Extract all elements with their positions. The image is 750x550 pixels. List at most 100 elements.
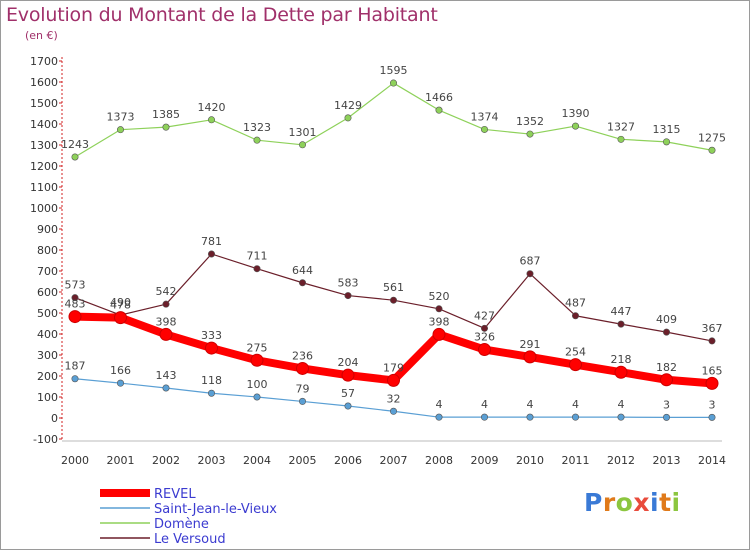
data-point (389, 296, 397, 304)
data-point (617, 413, 625, 421)
data-point (71, 153, 79, 161)
y-tick-label: 100 (37, 391, 58, 404)
data-label: 409 (656, 313, 677, 326)
data-point (526, 270, 534, 278)
data-point (344, 292, 352, 300)
data-label: 143 (156, 369, 177, 382)
data-point (298, 279, 306, 287)
data-label: 367 (702, 322, 723, 335)
data-point (708, 337, 716, 345)
data-point (526, 130, 534, 138)
data-point (432, 327, 446, 341)
data-label: 179 (383, 361, 404, 374)
data-point (162, 384, 170, 392)
x-tick-label: 2014 (698, 454, 726, 467)
data-label: 561 (383, 281, 404, 294)
y-tick-label: 0 (51, 412, 58, 425)
y-tick-label: 1400 (30, 118, 58, 131)
data-label: 4 (436, 398, 443, 411)
data-point (208, 389, 216, 397)
data-label: 1327 (607, 120, 635, 133)
data-label: 333 (201, 329, 222, 342)
data-label: 1301 (289, 126, 317, 139)
data-point (708, 146, 716, 154)
data-point (389, 79, 397, 87)
data-label: 398 (156, 315, 177, 328)
y-tick-label: -100 (33, 433, 58, 446)
y-tick-label: 1000 (30, 202, 58, 215)
data-label: 326 (474, 331, 495, 344)
data-label: 781 (201, 235, 222, 248)
y-tick-label: 200 (37, 370, 58, 383)
y-tick-label: 300 (37, 349, 58, 362)
data-point (571, 122, 579, 130)
data-point (660, 373, 673, 387)
data-label: 79 (296, 382, 310, 395)
data-point (478, 343, 491, 357)
data-label: 1385 (152, 108, 180, 121)
data-label: 542 (156, 285, 177, 298)
data-point (662, 413, 670, 421)
data-point (526, 413, 534, 421)
data-point (68, 310, 82, 324)
data-point (159, 327, 173, 341)
data-point (253, 136, 261, 144)
brand-logo: Proxiti (584, 488, 681, 517)
data-label: 32 (387, 392, 401, 405)
x-tick-label: 2004 (243, 454, 271, 467)
data-label: 1243 (61, 138, 89, 151)
y-tick-label: 500 (37, 307, 58, 320)
chart-title: Evolution du Montant de la Dette par Hab… (6, 4, 438, 26)
data-label: 187 (65, 360, 86, 373)
x-tick-label: 2013 (653, 454, 681, 467)
data-label: 236 (292, 349, 313, 362)
data-point (435, 413, 443, 421)
data-point (523, 350, 537, 364)
data-point (571, 312, 579, 320)
data-point (162, 300, 170, 308)
data-point (253, 265, 261, 273)
data-label: 57 (341, 387, 355, 400)
y-tick-label: 1700 (30, 55, 58, 68)
data-point (344, 114, 352, 122)
y-tick-label: 1300 (30, 139, 58, 152)
data-label: 118 (201, 374, 222, 387)
data-label: 291 (520, 338, 541, 351)
data-point (480, 125, 488, 133)
data-point (162, 123, 170, 131)
y-tick-label: 900 (37, 223, 58, 236)
data-point (705, 376, 719, 390)
data-label: 1374 (471, 110, 499, 123)
x-tick-label: 2001 (107, 454, 135, 467)
data-point (114, 311, 127, 325)
data-label: 398 (429, 315, 450, 328)
data-label: 427 (474, 309, 495, 322)
x-tick-label: 2005 (289, 454, 317, 467)
x-tick-label: 2007 (380, 454, 408, 467)
data-label: 483 (65, 298, 86, 311)
x-tick-label: 2012 (607, 454, 635, 467)
data-label: 1323 (243, 121, 271, 134)
data-point (480, 324, 488, 332)
x-tick-label: 2011 (562, 454, 590, 467)
data-point (71, 294, 79, 302)
data-label: 182 (656, 361, 677, 374)
data-point (569, 358, 582, 372)
y-tick-label: 1500 (30, 97, 58, 110)
y-tick-label: 400 (37, 328, 58, 341)
data-point (298, 141, 306, 149)
data-label: 4 (572, 398, 579, 411)
data-label: 711 (247, 250, 268, 263)
x-tick-label: 2006 (334, 454, 362, 467)
data-label: 583 (338, 277, 359, 290)
legend-label: Domène (154, 517, 209, 532)
x-tick-label: 2000 (61, 454, 89, 467)
data-label: 3 (709, 398, 716, 411)
data-point (296, 361, 309, 375)
data-point (117, 379, 125, 387)
data-label: 4 (618, 398, 625, 411)
data-label: 165 (702, 364, 723, 377)
data-label: 3 (663, 398, 670, 411)
data-label: 254 (565, 346, 586, 359)
